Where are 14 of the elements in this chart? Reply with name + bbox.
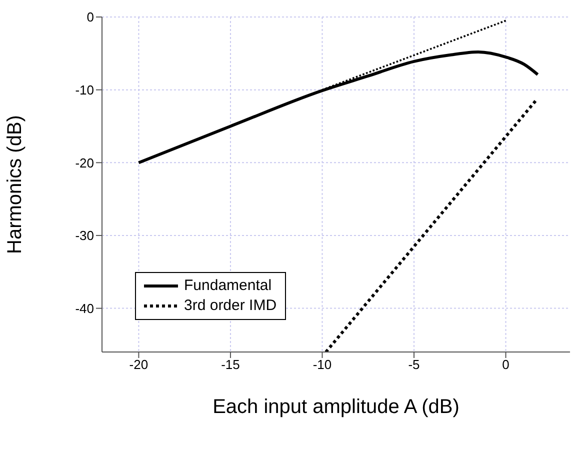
y-tick-label: -10 — [75, 82, 94, 98]
x-axis-title: Each input amplitude A (dB) — [212, 396, 460, 418]
x-tick-label: -5 — [408, 357, 420, 372]
y-tick-label: -40 — [75, 300, 94, 316]
x-tick-label: -20 — [129, 357, 148, 372]
y-axis-title: Harmonics (dB) — [4, 115, 26, 254]
x-tick-label: -15 — [221, 357, 240, 372]
legend-label: Fundamental — [184, 276, 272, 296]
x-tick-label: 0 — [502, 357, 510, 372]
y-tick-label: -20 — [75, 155, 94, 170]
y-tick-label: 0 — [86, 10, 94, 25]
y-tick-label: -30 — [75, 228, 94, 244]
x-tick-label: -10 — [312, 357, 332, 372]
legend-label: 3rd order IMD — [184, 296, 277, 316]
